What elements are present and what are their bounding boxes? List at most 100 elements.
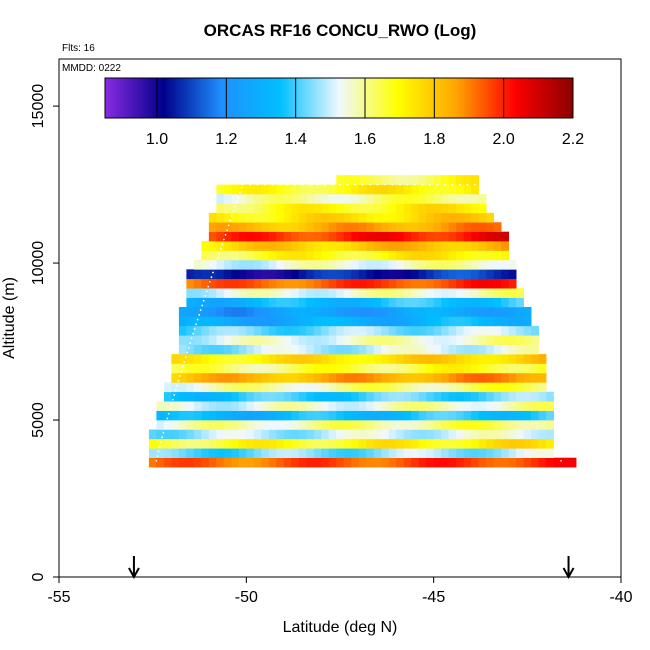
flight-path-point [522, 266, 524, 269]
heatmap-cell [538, 363, 547, 374]
heatmap-cell [268, 231, 277, 242]
heatmap-cell [253, 448, 262, 459]
heatmap-cell [426, 363, 435, 374]
heatmap-cell [516, 438, 524, 449]
heatmap-cell [516, 344, 524, 355]
heatmap-cell [373, 307, 382, 317]
heatmap-cell [291, 354, 300, 364]
heatmap-cell [336, 429, 345, 440]
heatmap-cell [216, 438, 225, 449]
heatmap-cell [456, 410, 465, 421]
heatmap-cell [268, 429, 277, 440]
flight-path-point [207, 285, 210, 288]
heatmap-cell [306, 250, 315, 261]
heatmap-cell [246, 448, 255, 459]
heatmap-cell [313, 203, 322, 214]
heatmap-cell [516, 297, 524, 308]
heatmap-cell [283, 297, 292, 308]
heatmap-cell [253, 363, 262, 374]
flight-path-point [414, 183, 416, 186]
heatmap-cell [471, 354, 480, 364]
heatmap-cell [193, 448, 202, 459]
heatmap-cell [231, 241, 240, 251]
heatmap-cell [268, 448, 277, 459]
heatmap-cell [418, 325, 427, 336]
flight-path-point [180, 370, 183, 373]
heatmap-cell [441, 391, 450, 402]
heatmap-cell [291, 448, 300, 459]
heatmap-cell [231, 401, 240, 411]
heatmap-cell [388, 259, 397, 270]
heatmap-cell [508, 259, 517, 270]
heatmap-cell [298, 363, 307, 374]
heatmap-cell [358, 269, 367, 280]
flight-path-point [309, 183, 311, 186]
heatmap-cell [336, 250, 345, 261]
heatmap-cell [456, 391, 465, 402]
heatmap-cell [223, 410, 232, 421]
heatmap-cell [441, 269, 450, 280]
heatmap-cell [388, 438, 397, 449]
heatmap-cell [208, 372, 217, 383]
heatmap-cell [411, 231, 420, 242]
heatmap-cell [433, 250, 442, 261]
heatmap-cell [426, 354, 435, 364]
heatmap-cell [478, 438, 487, 449]
heatmap-cell [411, 401, 420, 411]
heatmap-cell [546, 391, 554, 402]
heatmap-cell [231, 391, 240, 402]
heatmap-cell [223, 438, 232, 449]
heatmap-cell [246, 382, 255, 393]
date-label: MMDD: 0222 [62, 63, 121, 74]
heatmap-cell [433, 354, 442, 364]
heatmap-cell [351, 203, 360, 214]
heatmap-cell [283, 307, 292, 317]
heatmap-cell [223, 448, 232, 459]
heatmap-cell [516, 429, 524, 440]
flight-path-point [361, 183, 364, 186]
heatmap-cell [201, 354, 210, 364]
heatmap-cell [486, 288, 495, 298]
heatmap-cell [463, 401, 472, 411]
heatmap-cell [291, 325, 300, 336]
flight-path-point [294, 183, 296, 186]
heatmap-cell [201, 269, 210, 280]
heatmap-cell [351, 288, 360, 298]
heatmap-cell [396, 316, 405, 327]
heatmap-cell [426, 372, 435, 383]
heatmap-cell [366, 231, 375, 242]
heatmap-cell [321, 184, 330, 195]
flight-path-point [189, 342, 192, 345]
heatmap-cell [193, 297, 202, 308]
heatmap-cell [366, 278, 375, 289]
heatmap-cell [448, 175, 457, 185]
flight-path-point [523, 271, 526, 274]
heatmap-cell [261, 241, 270, 251]
heatmap-cell [381, 382, 390, 393]
heatmap-cell [291, 429, 300, 440]
heatmap-cell [186, 354, 195, 364]
heatmap-cell [156, 448, 165, 459]
flight-path-point [187, 346, 190, 349]
heatmap-cell [456, 231, 465, 242]
heatmap-cell [321, 316, 330, 327]
heatmap-cell [336, 241, 345, 251]
heatmap-cell [306, 184, 315, 195]
heatmap-cell [193, 410, 202, 421]
flight-path-point [549, 375, 552, 377]
heatmap-cell [441, 184, 450, 195]
heatmap-cell [261, 354, 270, 364]
heatmap-cell [403, 175, 412, 185]
heatmap-cell [216, 335, 225, 345]
heatmap-cell [283, 382, 292, 393]
heatmap-cell [478, 382, 487, 393]
heatmap-cell [231, 222, 240, 232]
heatmap-cell [148, 429, 157, 440]
heatmap-cell [388, 325, 397, 336]
heatmap-cell [246, 354, 255, 364]
heatmap-cell [396, 175, 405, 185]
heatmap-cell [441, 354, 450, 364]
heatmap-cell [321, 410, 330, 421]
heatmap-cell [538, 401, 547, 411]
heatmap-cell [193, 429, 202, 440]
